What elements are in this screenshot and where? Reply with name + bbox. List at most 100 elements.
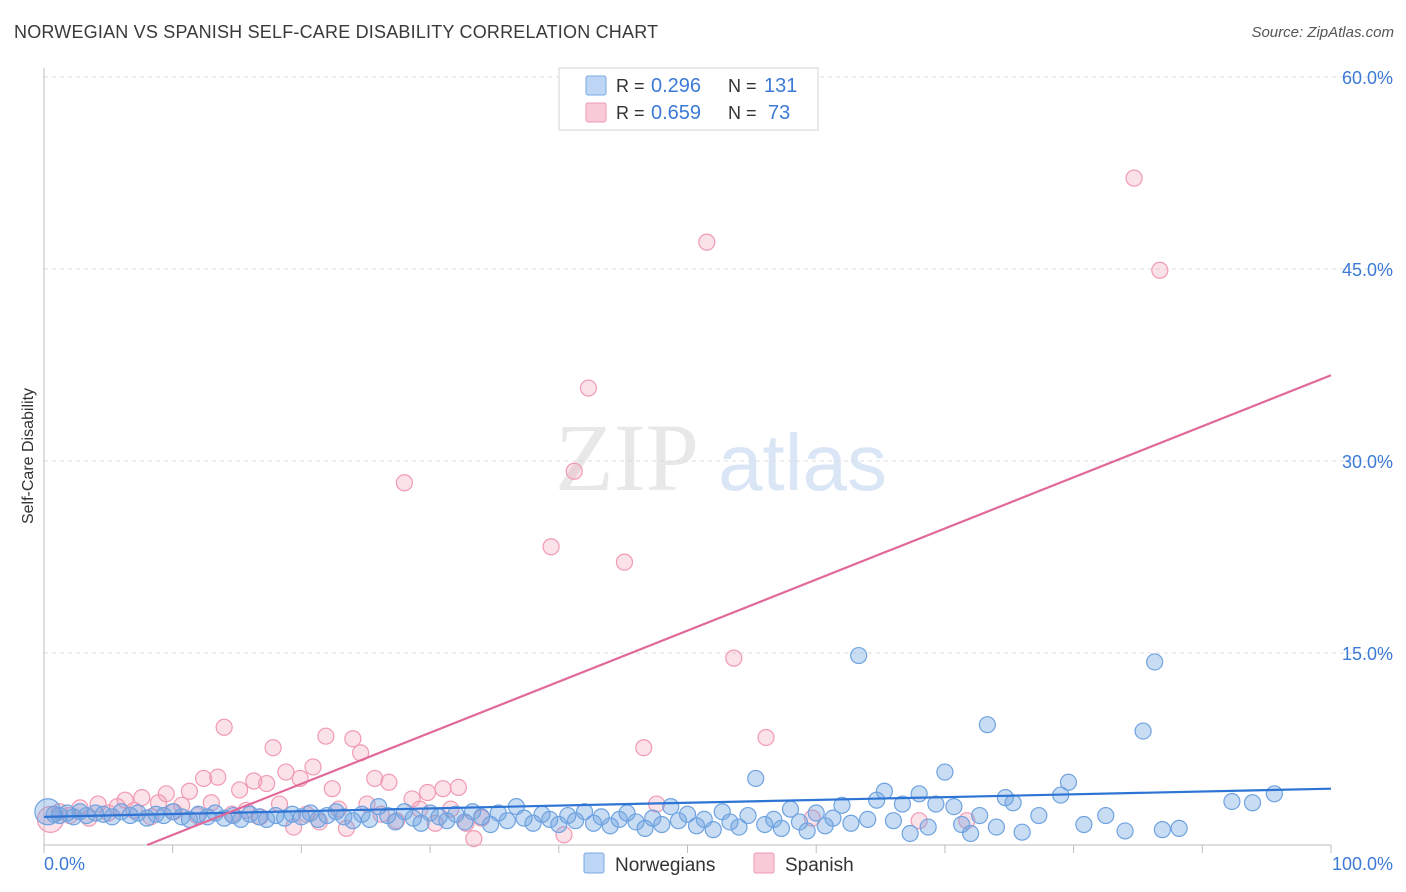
norwegian-point	[945, 797, 963, 816]
norwegian-point	[129, 804, 147, 822]
series-legend-swatch-spanish	[753, 852, 775, 874]
norwegian-points	[34, 646, 1283, 843]
norwegian-point	[678, 805, 697, 823]
norwegian-point	[953, 815, 971, 834]
norwegian-point	[842, 814, 860, 832]
spanish-point	[231, 781, 249, 799]
norwegian-point	[833, 796, 851, 814]
gridlines	[44, 76, 1393, 654]
norwegian-point	[592, 808, 610, 826]
norwegian-point	[1030, 806, 1048, 825]
spanish-point	[157, 785, 175, 803]
norwegian-point	[550, 815, 568, 834]
legend-n-label-spanish: N =	[728, 103, 757, 123]
norwegian-point	[730, 818, 748, 836]
spanish-point	[615, 553, 634, 571]
x-tick-marks	[43, 845, 1332, 853]
norwegian-point	[438, 812, 456, 830]
norwegian-point	[662, 797, 680, 816]
spanish-point	[418, 783, 437, 802]
spanish-point	[194, 769, 213, 788]
spanish-point	[449, 778, 468, 797]
y-tick-label: 60.0%	[1342, 68, 1393, 88]
spanish-point	[542, 538, 560, 556]
legend-n-value-spanish: 73	[768, 102, 790, 124]
spanish-point	[344, 730, 362, 748]
legend-swatch-norwegians	[585, 75, 607, 96]
spanish-point	[258, 774, 276, 793]
y-tick-label: 30.0%	[1342, 452, 1393, 472]
norwegian-point	[1170, 819, 1188, 837]
norwegian-point	[910, 785, 928, 803]
norwegian-point	[1134, 722, 1152, 740]
x-tick-label-max: 100.0%	[1332, 854, 1393, 874]
stats-legend: R = 0.296 N = 131 R = 0.659 N = 73	[558, 67, 819, 131]
norwegian-point	[155, 806, 173, 825]
spanish-point	[133, 789, 151, 807]
norwegian-point	[721, 813, 739, 831]
norwegian-point	[936, 763, 954, 781]
norwegian-point	[747, 769, 765, 788]
norwegian-point	[884, 812, 903, 830]
norwegian-point	[987, 818, 1005, 836]
trend-lines	[43, 374, 1332, 847]
spanish-point	[1151, 261, 1169, 279]
spanish-point	[317, 727, 335, 745]
norwegian-point	[395, 803, 413, 821]
spanish-point	[202, 794, 220, 812]
norwegian-point	[1013, 823, 1031, 841]
spanish-point	[757, 728, 775, 747]
norwegian-point	[335, 808, 353, 826]
norwegian-point	[807, 804, 825, 822]
series-legend-label-spanish: Spanish	[785, 855, 854, 876]
norwegian-point	[566, 812, 585, 830]
norwegian-point	[1097, 806, 1115, 825]
norwegian-point	[515, 809, 533, 827]
norwegian-point	[893, 795, 912, 813]
norwegian-point	[798, 822, 816, 840]
y-tick-labels: 15.0% 30.0% 45.0% 60.0%	[1342, 68, 1393, 664]
spanish-point	[635, 739, 653, 757]
spanish-point	[245, 772, 263, 790]
series-legend-swatch-norwegians	[583, 852, 605, 874]
y-axis-label: Self-Care Disability	[20, 388, 37, 524]
norwegian-point	[601, 817, 619, 835]
spanish-point	[465, 829, 483, 848]
norwegian-point	[824, 809, 842, 827]
norwegian-point	[739, 806, 757, 825]
norwegian-point	[850, 646, 868, 665]
legend-r-label-norwegians: R =	[616, 76, 645, 96]
norwegian-point	[1116, 822, 1134, 840]
norwegian-point	[978, 716, 996, 734]
norwegian-point	[901, 824, 919, 843]
norwegian-point	[772, 819, 791, 837]
spanish-point	[910, 812, 928, 830]
watermark-atlas: atlas	[718, 418, 887, 507]
norwegian-point	[344, 812, 362, 830]
spanish-point	[180, 782, 199, 800]
norwegian-point	[669, 812, 688, 830]
norwegian-point	[1223, 792, 1241, 811]
norwegian-point	[103, 808, 121, 826]
norwegian-point	[859, 810, 877, 829]
series-legend: Norwegians Spanish	[583, 852, 854, 876]
norwegian-point	[927, 795, 945, 813]
source-label: Source: ZipAtlas.com	[1251, 24, 1394, 41]
spanish-point	[565, 462, 583, 480]
spanish-point	[395, 474, 413, 492]
norwegian-trend-line	[43, 787, 1332, 818]
legend-r-label-spanish: R =	[616, 103, 645, 123]
spanish-point	[209, 768, 227, 786]
norwegian-point	[756, 815, 774, 834]
spanish-point	[215, 718, 233, 736]
y-tick-label: 15.0%	[1342, 644, 1393, 664]
norwegian-point	[1004, 794, 1022, 812]
spanish-point	[698, 233, 716, 251]
norwegian-point	[644, 809, 662, 827]
spanish-point	[264, 739, 282, 757]
norwegian-point	[541, 810, 559, 829]
norwegian-point	[164, 803, 182, 821]
spanish-point	[304, 758, 322, 776]
norwegian-point	[962, 824, 980, 843]
